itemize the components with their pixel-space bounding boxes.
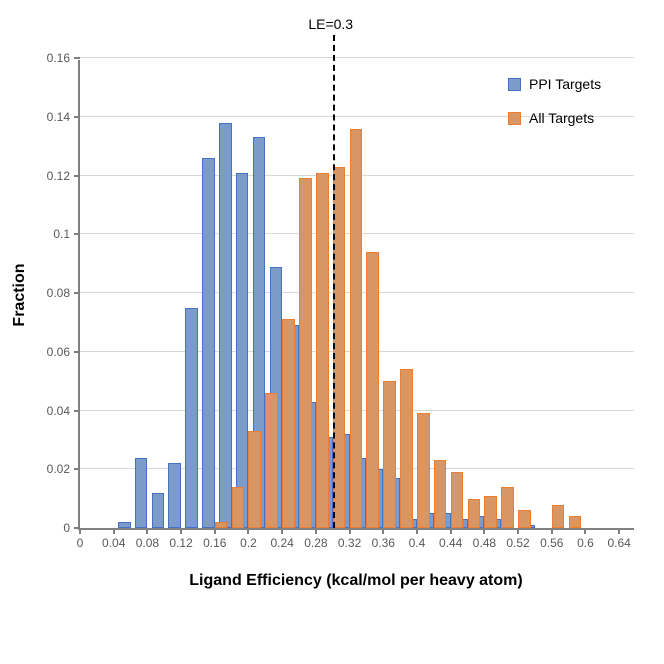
ytick-label: 0.06 <box>47 345 70 359</box>
xtick-label: 0.6 <box>577 536 594 550</box>
tick-x <box>517 528 519 534</box>
bar <box>501 487 514 528</box>
tick-x <box>113 528 115 534</box>
gridline-h <box>80 57 634 58</box>
x-axis-title: Ligand Efficiency (kcal/mol per heavy at… <box>189 572 522 590</box>
chart-container: 0 0.02 0.04 0.06 0.08 0.1 0.12 0.14 0.16 0 0.04 0.0… <box>0 0 664 664</box>
y-axis-title: Fraction <box>11 263 29 326</box>
ytick-label: 0 <box>63 521 70 535</box>
bar <box>152 493 165 528</box>
tick-x <box>450 528 452 534</box>
bar <box>552 505 565 529</box>
ytick-label: 0.04 <box>47 404 70 418</box>
ytick-label: 0.14 <box>47 110 70 124</box>
tick-x <box>551 528 553 534</box>
legend-swatch <box>508 78 521 91</box>
bar <box>265 393 278 528</box>
bar <box>118 522 131 528</box>
xtick-label: 0.12 <box>169 536 192 550</box>
tick-y <box>74 351 80 353</box>
bar <box>569 516 582 528</box>
xtick-label: 0.48 <box>473 536 496 550</box>
bar <box>383 381 396 528</box>
bar <box>366 252 379 528</box>
tick-y <box>74 468 80 470</box>
xtick-label: 0.52 <box>506 536 529 550</box>
tick-x <box>281 528 283 534</box>
bar <box>400 369 413 528</box>
xtick-label: 0.4 <box>409 536 426 550</box>
bar <box>168 463 181 528</box>
xtick-label: 0.56 <box>540 536 563 550</box>
bar <box>185 308 198 528</box>
bar <box>299 178 312 528</box>
bar <box>350 129 363 529</box>
tick-x <box>146 528 148 534</box>
bar <box>219 123 232 528</box>
legend-swatch <box>508 112 521 125</box>
tick-x <box>247 528 249 534</box>
tick-x <box>618 528 620 534</box>
xtick-label: 0.24 <box>270 536 293 550</box>
bar <box>236 173 249 528</box>
ytick-label: 0.08 <box>47 286 70 300</box>
xtick-label: 0.64 <box>607 536 630 550</box>
ytick-label: 0.16 <box>47 51 70 65</box>
ytick-label: 0.12 <box>47 169 70 183</box>
bar <box>316 173 329 528</box>
tick-x <box>483 528 485 534</box>
annotation-line <box>333 35 335 528</box>
tick-x <box>349 528 351 534</box>
bar <box>451 472 464 528</box>
legend-item: PPI Targets <box>508 76 601 92</box>
tick-x <box>584 528 586 534</box>
xtick-label: 0.2 <box>240 536 257 550</box>
xtick-label: 0 <box>77 536 84 550</box>
bar <box>518 510 531 528</box>
xtick-label: 0.36 <box>372 536 395 550</box>
tick-y <box>74 57 80 59</box>
legend-label: All Targets <box>529 110 594 126</box>
bar <box>232 487 245 528</box>
bar <box>135 458 148 529</box>
tick-y <box>74 116 80 118</box>
tick-y <box>74 292 80 294</box>
ytick-label: 0.02 <box>47 462 70 476</box>
bar <box>417 413 430 528</box>
tick-y <box>74 233 80 235</box>
tick-x <box>416 528 418 534</box>
xtick-label: 0.32 <box>338 536 361 550</box>
legend: PPI Targets All Targets <box>508 76 601 144</box>
bar <box>434 460 447 528</box>
ytick-label: 0.1 <box>53 227 70 241</box>
tick-x <box>79 528 81 534</box>
tick-x <box>315 528 317 534</box>
legend-item: All Targets <box>508 110 601 126</box>
bar <box>282 319 295 528</box>
legend-label: PPI Targets <box>529 76 601 92</box>
tick-x <box>382 528 384 534</box>
bar <box>248 431 261 528</box>
tick-x <box>180 528 182 534</box>
xtick-label: 0.08 <box>136 536 159 550</box>
bar <box>215 522 228 528</box>
annotation-label: LE=0.3 <box>308 16 353 32</box>
tick-y <box>74 175 80 177</box>
bar <box>484 496 497 528</box>
bar <box>202 158 215 528</box>
tick-y <box>74 410 80 412</box>
xtick-label: 0.04 <box>102 536 125 550</box>
xtick-label: 0.44 <box>439 536 462 550</box>
tick-x <box>214 528 216 534</box>
xtick-label: 0.28 <box>304 536 327 550</box>
xtick-label: 0.16 <box>203 536 226 550</box>
bar <box>468 499 481 528</box>
